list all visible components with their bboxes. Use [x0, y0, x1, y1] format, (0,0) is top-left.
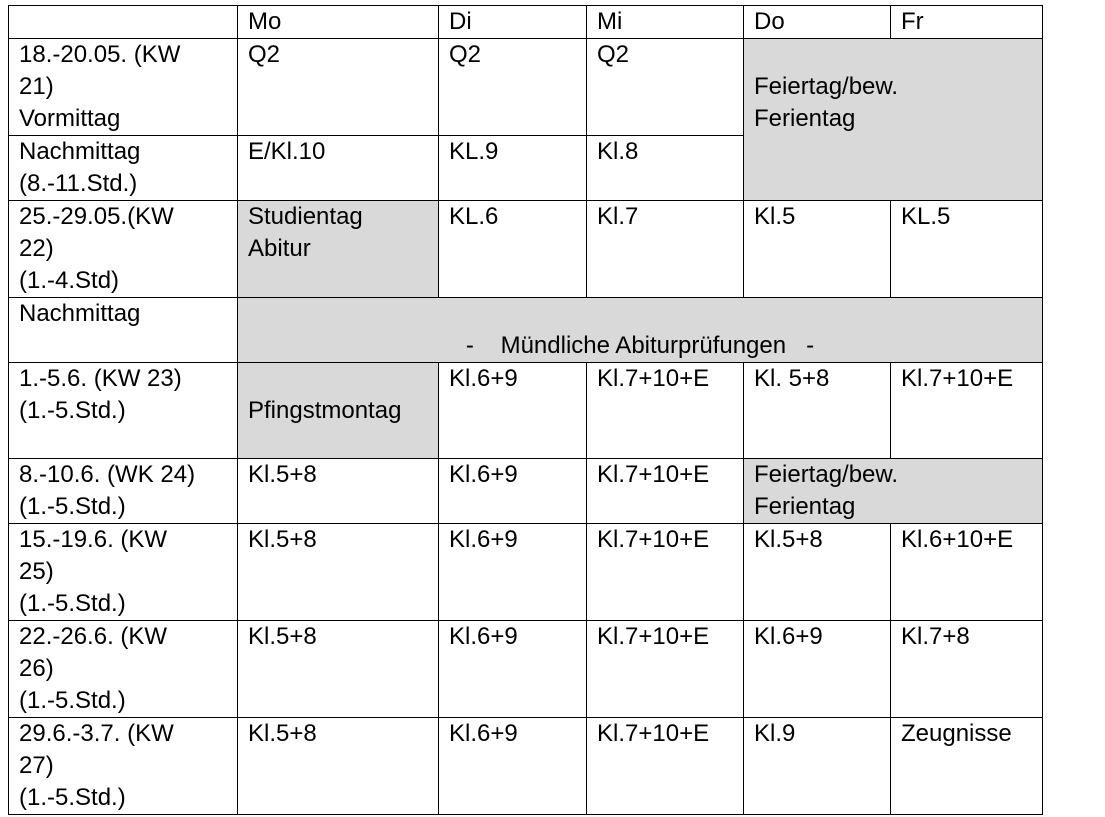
- holiday-cell: Feiertag/bew. Ferientag: [743, 458, 1043, 524]
- cell: Kl.8: [586, 135, 744, 201]
- cell: Kl.6+9: [438, 717, 587, 815]
- cell: Kl.7+10+E: [586, 620, 744, 718]
- table-row: 29.6.-3.7. (KW 27) (1.-5.Std.) Kl.5+8 Kl…: [8, 717, 1043, 815]
- cell: Kl.7+10+E: [586, 362, 744, 459]
- cell: Kl.5: [743, 200, 891, 298]
- cell: Zeugnisse: [890, 717, 1043, 815]
- row-label: Nachmittag (8.-11.Std.): [8, 135, 238, 201]
- row-label: 25.-29.05.(KW 22) (1.-4.Std): [8, 200, 238, 298]
- cell: Kl.6+9: [438, 620, 587, 718]
- cell: Kl.6+9: [438, 523, 587, 621]
- row-label: 29.6.-3.7. (KW 27) (1.-5.Std.): [8, 717, 238, 815]
- header-corner: [8, 5, 238, 39]
- cell: Kl.7+10+E: [586, 458, 744, 524]
- cell: Kl.9: [743, 717, 891, 815]
- cell: Kl.7+10+E: [890, 362, 1043, 459]
- cell: Kl.6+9: [438, 458, 587, 524]
- header-mo: Mo: [237, 5, 439, 39]
- cell: Q2: [586, 38, 744, 136]
- cell: Kl.6+10+E: [890, 523, 1043, 621]
- table-row: 1.-5.6. (KW 23) (1.-5.Std.) Pfingstmonta…: [8, 362, 1043, 459]
- cell: Kl.5+8: [237, 458, 439, 524]
- cell: Kl. 5+8: [743, 362, 891, 459]
- header-di: Di: [438, 5, 587, 39]
- row-label: 18.-20.05. (KW 21) Vormittag: [8, 38, 238, 136]
- cell: KL.6: [438, 200, 587, 298]
- exam-schedule-table: Mo Di Mi Do Fr 18.-20.05. (KW 21) Vormit…: [8, 5, 1043, 815]
- table-row: 15.-19.6. (KW 25) (1.-5.Std.) Kl.5+8 Kl.…: [8, 523, 1043, 621]
- cell: E/Kl.10: [237, 135, 439, 201]
- row-label: 8.-10.6. (WK 24) (1.-5.Std.): [8, 458, 238, 524]
- cell: Kl.7+10+E: [586, 717, 744, 815]
- header-mi: Mi: [586, 5, 744, 39]
- cell: Kl.5+8: [237, 717, 439, 815]
- header-fr: Fr: [890, 5, 1043, 39]
- cell: KL.9: [438, 135, 587, 201]
- cell: Kl.7: [586, 200, 744, 298]
- cell: Kl.7+8: [890, 620, 1043, 718]
- cell: Kl.7+10+E: [586, 523, 744, 621]
- cell: Kl.5+8: [237, 523, 439, 621]
- table-row: 25.-29.05.(KW 22) (1.-4.Std) Studientag …: [8, 200, 1043, 298]
- row-label: 15.-19.6. (KW 25) (1.-5.Std.): [8, 523, 238, 621]
- table-row: 22.-26.6. (KW 26) (1.-5.Std.) Kl.5+8 Kl.…: [8, 620, 1043, 718]
- cell: Kl.5+8: [237, 620, 439, 718]
- row-label: Nachmittag: [8, 297, 238, 363]
- row-label: 1.-5.6. (KW 23) (1.-5.Std.): [8, 362, 238, 459]
- header-row: Mo Di Mi Do Fr: [8, 5, 1043, 39]
- studientag-cell: Studientag Abitur: [237, 200, 439, 298]
- table-row: 8.-10.6. (WK 24) (1.-5.Std.) Kl.5+8 Kl.6…: [8, 458, 1043, 524]
- header-do: Do: [743, 5, 891, 39]
- row-label: 22.-26.6. (KW 26) (1.-5.Std.): [8, 620, 238, 718]
- oral-exams-cell: - Mündliche Abiturprüfungen -: [237, 297, 1043, 363]
- cell: Q2: [438, 38, 587, 136]
- pfingstmontag-cell: Pfingstmontag: [237, 362, 439, 459]
- cell: Kl.5+8: [743, 523, 891, 621]
- cell: Kl.6+9: [438, 362, 587, 459]
- cell: KL.5: [890, 200, 1043, 298]
- table-row: 18.-20.05. (KW 21) Vormittag Q2 Q2 Q2 Fe…: [8, 38, 1043, 201]
- table-row: Nachmittag - Mündliche Abiturprüfungen -: [8, 297, 1043, 363]
- holiday-cell: Feiertag/bew. Ferientag: [743, 38, 1043, 201]
- cell: Kl.6+9: [743, 620, 891, 718]
- cell: Q2: [237, 38, 439, 136]
